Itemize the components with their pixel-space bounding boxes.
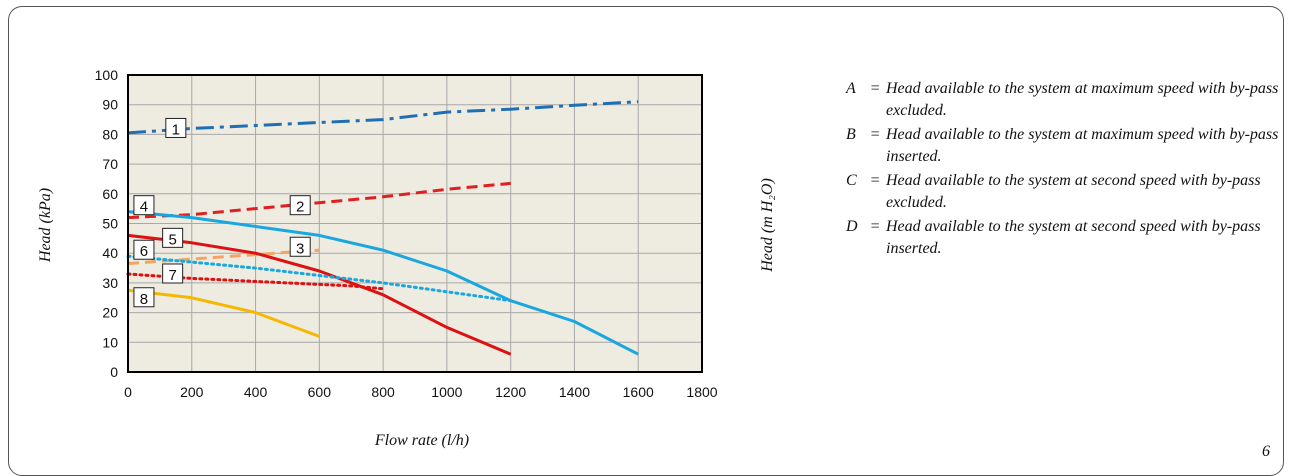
y-tick-label: 0 bbox=[110, 364, 118, 380]
page-number: 6 bbox=[1262, 443, 1270, 460]
legend-equals: = bbox=[869, 172, 881, 189]
y-tick-label: 100 bbox=[95, 67, 119, 83]
legend-equals: = bbox=[869, 218, 881, 235]
x-tick-label: 600 bbox=[308, 384, 332, 400]
x-tick-label: 400 bbox=[244, 384, 268, 400]
curve-label-box bbox=[289, 236, 311, 257]
y2-axis-label: Head (m H₂O) bbox=[759, 178, 776, 273]
curve-label: 7 bbox=[168, 267, 176, 284]
y-tick-label: 10 bbox=[102, 334, 118, 350]
legend-row-c: C = Head available to the system at seco… bbox=[840, 170, 1280, 214]
curve-3 bbox=[127, 248, 320, 266]
curve-labels: 1 2 3 4 5 6 7 8 bbox=[133, 117, 311, 308]
y-tick-label: 30 bbox=[102, 275, 118, 291]
curve-8 bbox=[127, 288, 320, 338]
legend-row-d: D = Head available to the system at seco… bbox=[840, 216, 1280, 260]
curve-label-box bbox=[165, 117, 187, 138]
curve-label: 2 bbox=[296, 199, 304, 216]
legend-equals: = bbox=[869, 126, 881, 143]
curve-label-box bbox=[133, 195, 155, 216]
curve-6 bbox=[126, 254, 513, 303]
x-tick-labels: 0 200 400 600 800 1000 1200 1400 1600 1800 bbox=[124, 384, 718, 400]
y-tick-label: 40 bbox=[102, 245, 118, 261]
curve-label: 1 bbox=[172, 121, 180, 138]
x-axis-label: Flow rate (l/h) bbox=[374, 432, 469, 449]
curve-label: 5 bbox=[168, 231, 176, 248]
legend-row-a: A = Head available to the system at maxi… bbox=[840, 78, 1280, 122]
y-axis-label: Head (kPa) bbox=[37, 188, 54, 263]
legend-row-b: B = Head available to the system at maxi… bbox=[840, 124, 1280, 168]
x-tick-label: 200 bbox=[180, 384, 204, 400]
curve-label-box bbox=[133, 287, 155, 308]
y-tick-label: 20 bbox=[102, 305, 118, 321]
y-tick-label: 60 bbox=[102, 186, 118, 202]
x-tick-label: 1000 bbox=[431, 384, 462, 400]
legend-text: Head available to the system at second s… bbox=[886, 172, 1261, 211]
x-tick-label: 0 bbox=[124, 384, 132, 400]
legend-key: B bbox=[846, 126, 856, 143]
curve-label-box bbox=[133, 239, 155, 260]
x-tick-label: 1800 bbox=[686, 384, 717, 400]
curve-legend: A = Head available to the system at maxi… bbox=[840, 78, 1280, 262]
curve-5 bbox=[127, 233, 512, 356]
curve-2 bbox=[127, 181, 511, 220]
legend-equals: = bbox=[869, 80, 881, 97]
curve-4 bbox=[127, 210, 639, 356]
legend-text: Head available to the system at maximum … bbox=[886, 126, 1279, 165]
curve-label-box bbox=[162, 263, 184, 284]
curve-label-box bbox=[162, 227, 184, 248]
legend-key: D bbox=[846, 218, 858, 235]
curve-label: 4 bbox=[140, 199, 148, 216]
curve-label: 8 bbox=[140, 291, 148, 308]
y-tick-labels: 0 10 20 30 40 50 60 70 80 90 100 bbox=[95, 67, 119, 380]
x-tick-label: 1600 bbox=[623, 384, 654, 400]
legend-key: A bbox=[846, 80, 856, 97]
legend-text: Head available to the system at maximum … bbox=[886, 80, 1279, 119]
curve-label-box bbox=[289, 195, 311, 216]
x-tick-label: 1400 bbox=[559, 384, 590, 400]
x-tick-label: 1200 bbox=[495, 384, 526, 400]
legend-text: Head available to the system at second s… bbox=[886, 218, 1261, 257]
x-tick-label: 800 bbox=[371, 384, 395, 400]
legend-key: C bbox=[846, 172, 857, 189]
curve-1 bbox=[127, 100, 639, 135]
plot-border bbox=[127, 74, 703, 373]
y-tick-label: 90 bbox=[102, 97, 118, 113]
y-tick-label: 70 bbox=[102, 156, 118, 172]
curves bbox=[126, 100, 639, 356]
y-tick-label: 50 bbox=[102, 216, 118, 232]
y-tick-label: 80 bbox=[102, 126, 118, 142]
curve-label: 3 bbox=[296, 240, 304, 257]
curve-label: 6 bbox=[140, 243, 148, 260]
